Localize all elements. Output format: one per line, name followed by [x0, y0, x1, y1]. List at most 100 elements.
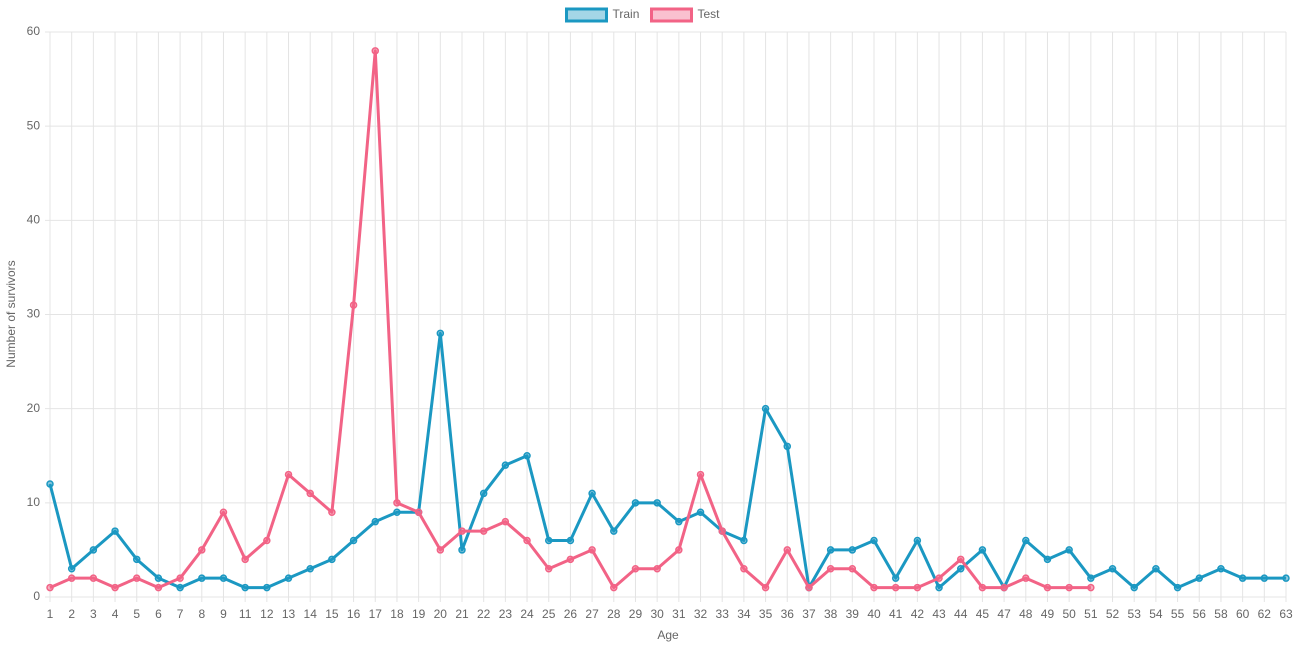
data-point [263, 583, 271, 592]
y-tick-label: 0 [33, 589, 40, 603]
data-point [371, 47, 380, 55]
data-point [46, 480, 54, 488]
x-tick-label: 40 [867, 607, 881, 621]
x-tick-label: 26 [564, 607, 578, 621]
x-tick-label: 45 [976, 607, 990, 621]
x-tick-label: 37 [802, 607, 816, 621]
data-point [913, 536, 922, 545]
x-tick-label: 34 [737, 607, 751, 621]
data-point [870, 536, 878, 545]
x-tick-label: 22 [477, 607, 491, 621]
data-point [176, 583, 184, 592]
y-tick-label: 40 [27, 213, 41, 227]
data-point [610, 527, 618, 535]
data-point [935, 583, 943, 592]
x-tick-label: 36 [781, 607, 795, 621]
x-tick-label: 42 [911, 607, 925, 621]
x-tick-label: 58 [1214, 607, 1228, 621]
data-point [1043, 583, 1052, 592]
data-point [393, 508, 401, 516]
data-point [219, 574, 228, 582]
data-point [349, 301, 358, 309]
x-tick-label: 53 [1128, 607, 1142, 621]
data-point [783, 546, 792, 554]
x-tick-label: 20 [434, 607, 448, 621]
data-point [675, 517, 683, 526]
data-point [501, 517, 510, 526]
data-point [67, 565, 76, 573]
data-point [544, 565, 553, 573]
data-point [284, 470, 293, 479]
x-tick-label: 27 [585, 607, 599, 621]
data-point [219, 508, 228, 516]
x-tick-label: 32 [694, 607, 708, 621]
data-point [1217, 565, 1225, 573]
data-point [241, 555, 249, 564]
x-tick-label: 31 [672, 607, 686, 621]
data-point [740, 536, 748, 545]
data-point [1043, 555, 1052, 564]
x-tick-label: 12 [260, 607, 274, 621]
data-point [458, 546, 466, 554]
data-point [89, 574, 98, 582]
x-tick-label: 56 [1193, 607, 1207, 621]
x-tick-label: 52 [1106, 607, 1120, 621]
data-point [1173, 583, 1182, 592]
data-point [610, 583, 618, 592]
data-point [588, 489, 596, 498]
x-tick-label: 38 [824, 607, 838, 621]
x-tick-label: 49 [1041, 607, 1055, 621]
series-line [48, 331, 1286, 590]
x-tick-label: 29 [629, 607, 643, 621]
data-point [935, 574, 943, 582]
data-point [523, 536, 531, 545]
data-point [1260, 574, 1269, 582]
data-point [978, 583, 987, 592]
data-point [956, 555, 965, 564]
data-point [783, 442, 792, 451]
y-tick-label: 60 [27, 24, 41, 38]
x-tick-label: 17 [369, 607, 383, 621]
data-point [306, 489, 314, 498]
x-tick-label: 16 [347, 607, 361, 621]
x-tick-label: 54 [1149, 607, 1163, 621]
data-point [414, 508, 423, 516]
data-point [740, 565, 748, 573]
data-point [154, 574, 163, 582]
x-tick-label: 51 [1084, 607, 1098, 621]
x-tick-label: 24 [520, 607, 534, 621]
data-point [631, 565, 640, 573]
data-point [1065, 546, 1073, 554]
data-point [198, 546, 206, 554]
data-point [458, 527, 466, 535]
data-point [870, 583, 878, 592]
x-tick-label: 6 [155, 607, 162, 621]
x-tick-label: 8 [198, 607, 205, 621]
data-point [566, 536, 575, 545]
data-point [913, 583, 922, 592]
data-point [479, 489, 488, 498]
data-point [198, 574, 206, 582]
data-point [89, 546, 98, 554]
x-tick-label: 4 [112, 607, 119, 621]
data-point [1238, 574, 1247, 582]
data-point [393, 499, 401, 507]
data-point [653, 499, 661, 507]
data-point [263, 536, 271, 545]
data-point [154, 583, 163, 592]
data-point [978, 546, 987, 554]
x-tick-label: 19 [412, 607, 426, 621]
data-point [67, 574, 76, 582]
data-point [1087, 574, 1095, 582]
data-point [176, 574, 184, 582]
x-axis-title: Age [657, 628, 679, 642]
data-point [1108, 565, 1117, 573]
x-tick-label: 62 [1258, 607, 1272, 621]
data-point [1130, 583, 1138, 592]
x-tick-label: 9 [220, 607, 227, 621]
data-point [631, 499, 640, 507]
x-tick-label: 47 [997, 607, 1011, 621]
x-tick-label: 1 [47, 607, 54, 621]
